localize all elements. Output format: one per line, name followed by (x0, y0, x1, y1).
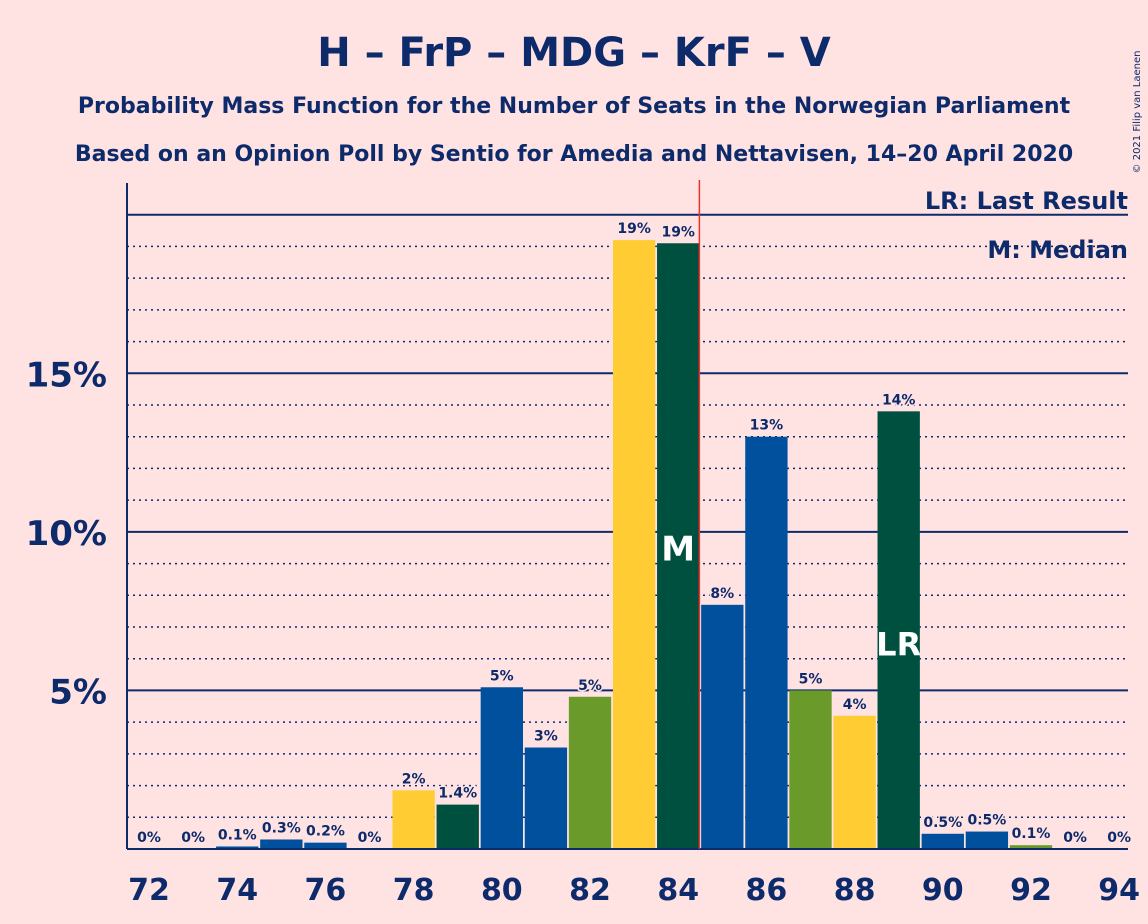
bar-series (216, 240, 1053, 850)
x-tick-label: 76 (305, 873, 347, 908)
last-result-marker: LR (876, 626, 921, 664)
x-tick-label: 92 (1010, 873, 1052, 908)
median-marker: M (661, 529, 695, 569)
bar-label-seat-87: 5% (799, 671, 823, 687)
x-tick-label: 90 (922, 873, 964, 908)
chart-title: H – FrP – MDG – KrF – V (317, 30, 831, 76)
bar-label-seat-84: 19% (661, 224, 695, 240)
bar-label-seat-82: 5% (578, 678, 602, 694)
bar-label-seat-76: 0.2% (306, 824, 345, 840)
bar-label-seat-74: 0.1% (218, 827, 257, 843)
legend-last-result: LR: Last Result (925, 187, 1128, 215)
bar-seat-88 (833, 715, 876, 849)
bar-seat-78 (392, 790, 435, 849)
x-tick-label: 72 (128, 873, 170, 908)
bar-seat-83 (612, 240, 656, 850)
legend-median: M: Median (987, 236, 1128, 264)
chart-subtitle-1: Probability Mass Function for the Number… (78, 94, 1071, 119)
x-tick-label: 74 (216, 873, 258, 908)
bar-label-seat-90: 0.5% (923, 815, 962, 831)
x-tick-label: 80 (481, 873, 523, 908)
x-tick-label: 84 (657, 873, 699, 908)
x-tick-label: 78 (393, 873, 435, 908)
bar-label-seat-79: 1.4% (438, 786, 477, 802)
bar-seat-82 (568, 696, 612, 849)
bar-seat-74 (216, 846, 259, 849)
axes (126, 180, 1128, 850)
bar-seat-75 (260, 839, 303, 849)
bar-label-seat-94: 0% (1107, 830, 1131, 846)
x-tick-label: 82 (569, 873, 611, 908)
bar-seat-81 (524, 747, 568, 849)
bar-label-seat-88: 4% (843, 697, 867, 713)
bar-seat-76 (304, 842, 347, 849)
chart-subtitle-2: Based on an Opinion Poll by Sentio for A… (75, 142, 1073, 167)
bar-label-seat-92: 0.1% (1012, 826, 1051, 842)
y-tick-label: 5% (49, 672, 107, 712)
x-tick-label: 94 (1098, 873, 1140, 908)
y-tick-label: 15% (26, 355, 107, 395)
x-tick-label: 86 (746, 873, 788, 908)
gridlines (127, 213, 1128, 819)
bar-seat-92 (1009, 845, 1053, 849)
bar-label-seat-78: 2% (402, 771, 426, 787)
bar-label-seat-93: 0% (1063, 830, 1087, 846)
bar-seat-85 (701, 604, 744, 849)
bar-seat-91 (965, 831, 1009, 849)
bar-label-seat-81: 3% (534, 729, 558, 745)
bar-label-seat-80: 5% (490, 668, 514, 684)
bar-seat-89 (877, 411, 920, 849)
bar-seat-80 (480, 687, 523, 849)
y-tick-label: 10% (26, 514, 107, 554)
bar-label-seat-73: 0% (181, 830, 205, 846)
bar-seat-86 (745, 436, 788, 849)
bar-value-labels: 0% 0% 0.1% 0.3% 0.2% 0% 2% 1.4% 5% 3% 5% 19% 19% 8% 13… (136, 220, 1133, 848)
bar-seat-87 (789, 690, 832, 849)
bar-label-seat-86: 13% (750, 418, 784, 434)
copyright-note: © 2021 Filip van Laenen (1132, 51, 1143, 174)
bar-label-seat-75: 0.3% (262, 820, 301, 836)
bar-label-seat-72: 0% (137, 830, 161, 846)
bar-label-seat-89: 14% (882, 392, 916, 408)
bar-label-seat-85: 8% (710, 586, 734, 602)
bar-seat-84 (657, 243, 700, 849)
bar-label-seat-83: 19% (617, 221, 651, 237)
bar-label-seat-77: 0% (358, 830, 382, 846)
bar-label-seat-91: 0.5% (967, 813, 1006, 829)
bar-seat-79 (436, 804, 479, 849)
tick-labels: 72 74 76 78 80 82 84 86 88 90 92 94 5% 10% 15% (26, 355, 1140, 908)
x-tick-label: 88 (834, 873, 876, 908)
bar-markers: M LR (661, 529, 921, 663)
bar-seat-90 (921, 833, 964, 849)
